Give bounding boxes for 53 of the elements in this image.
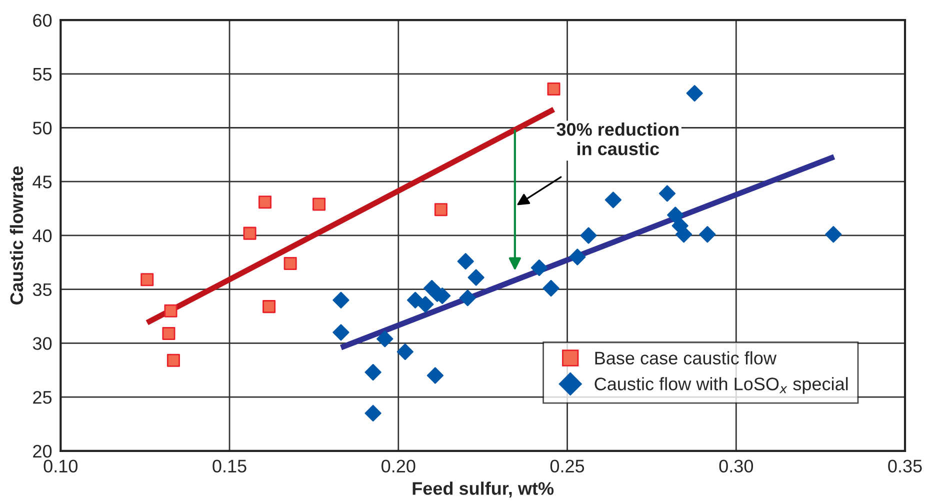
- point: [258, 196, 272, 209]
- point: [140, 273, 154, 286]
- point: [376, 330, 394, 348]
- y-tick-label: 50: [32, 122, 52, 134]
- point: [825, 226, 842, 243]
- point: [164, 304, 178, 318]
- y-tick-label: 60: [33, 14, 52, 27]
- point: [396, 344, 414, 360]
- point: [658, 185, 676, 202]
- x-tick-label: 0.10: [44, 460, 78, 472]
- point: [547, 82, 560, 96]
- y-tick-label: 40: [32, 229, 52, 242]
- point: [604, 192, 622, 208]
- point: [364, 364, 382, 381]
- x-tick-label: 0.20: [382, 460, 416, 472]
- point: [434, 203, 448, 216]
- x-axis-title: Feed sulfur, wt%: [412, 482, 554, 498]
- y-tick-label: 30: [32, 337, 52, 350]
- point: [468, 269, 484, 286]
- x-tick-label: 0.15: [212, 460, 246, 472]
- point: [530, 259, 548, 276]
- y-tick-label: 55: [32, 68, 52, 81]
- point: [262, 300, 276, 314]
- y-tick-label: 25: [33, 390, 52, 404]
- x-tick-label: 0.25: [550, 460, 584, 472]
- point: [667, 206, 684, 224]
- point: [243, 226, 256, 240]
- point: [459, 290, 476, 306]
- point: [162, 326, 176, 340]
- point: [417, 296, 434, 313]
- point: [426, 367, 444, 384]
- point: [332, 324, 350, 341]
- point: [699, 226, 716, 243]
- point: [332, 292, 350, 308]
- legend-label: Base case caustic flow: [595, 351, 777, 364]
- point: [364, 404, 382, 422]
- point: [284, 256, 297, 270]
- annotation: 30% reduction in caustic: [556, 122, 679, 156]
- point: [580, 227, 597, 244]
- point: [457, 253, 474, 270]
- y-tick-label: 45: [32, 176, 52, 188]
- point: [686, 84, 703, 102]
- x-tick-label: 0.35: [888, 460, 922, 472]
- point: [542, 280, 560, 297]
- y-tick-label: 35: [32, 283, 52, 296]
- point: [675, 226, 692, 243]
- point: [569, 248, 586, 266]
- y-tick-label: 20: [33, 444, 52, 458]
- point: [312, 198, 326, 211]
- x-tick-label: 0.30: [719, 460, 754, 472]
- legend-label: Caustic flow with LoSO$_{x}$ special: [594, 377, 848, 394]
- y-axis-title: Caustic flowrate: [10, 166, 24, 304]
- point: [166, 354, 180, 367]
